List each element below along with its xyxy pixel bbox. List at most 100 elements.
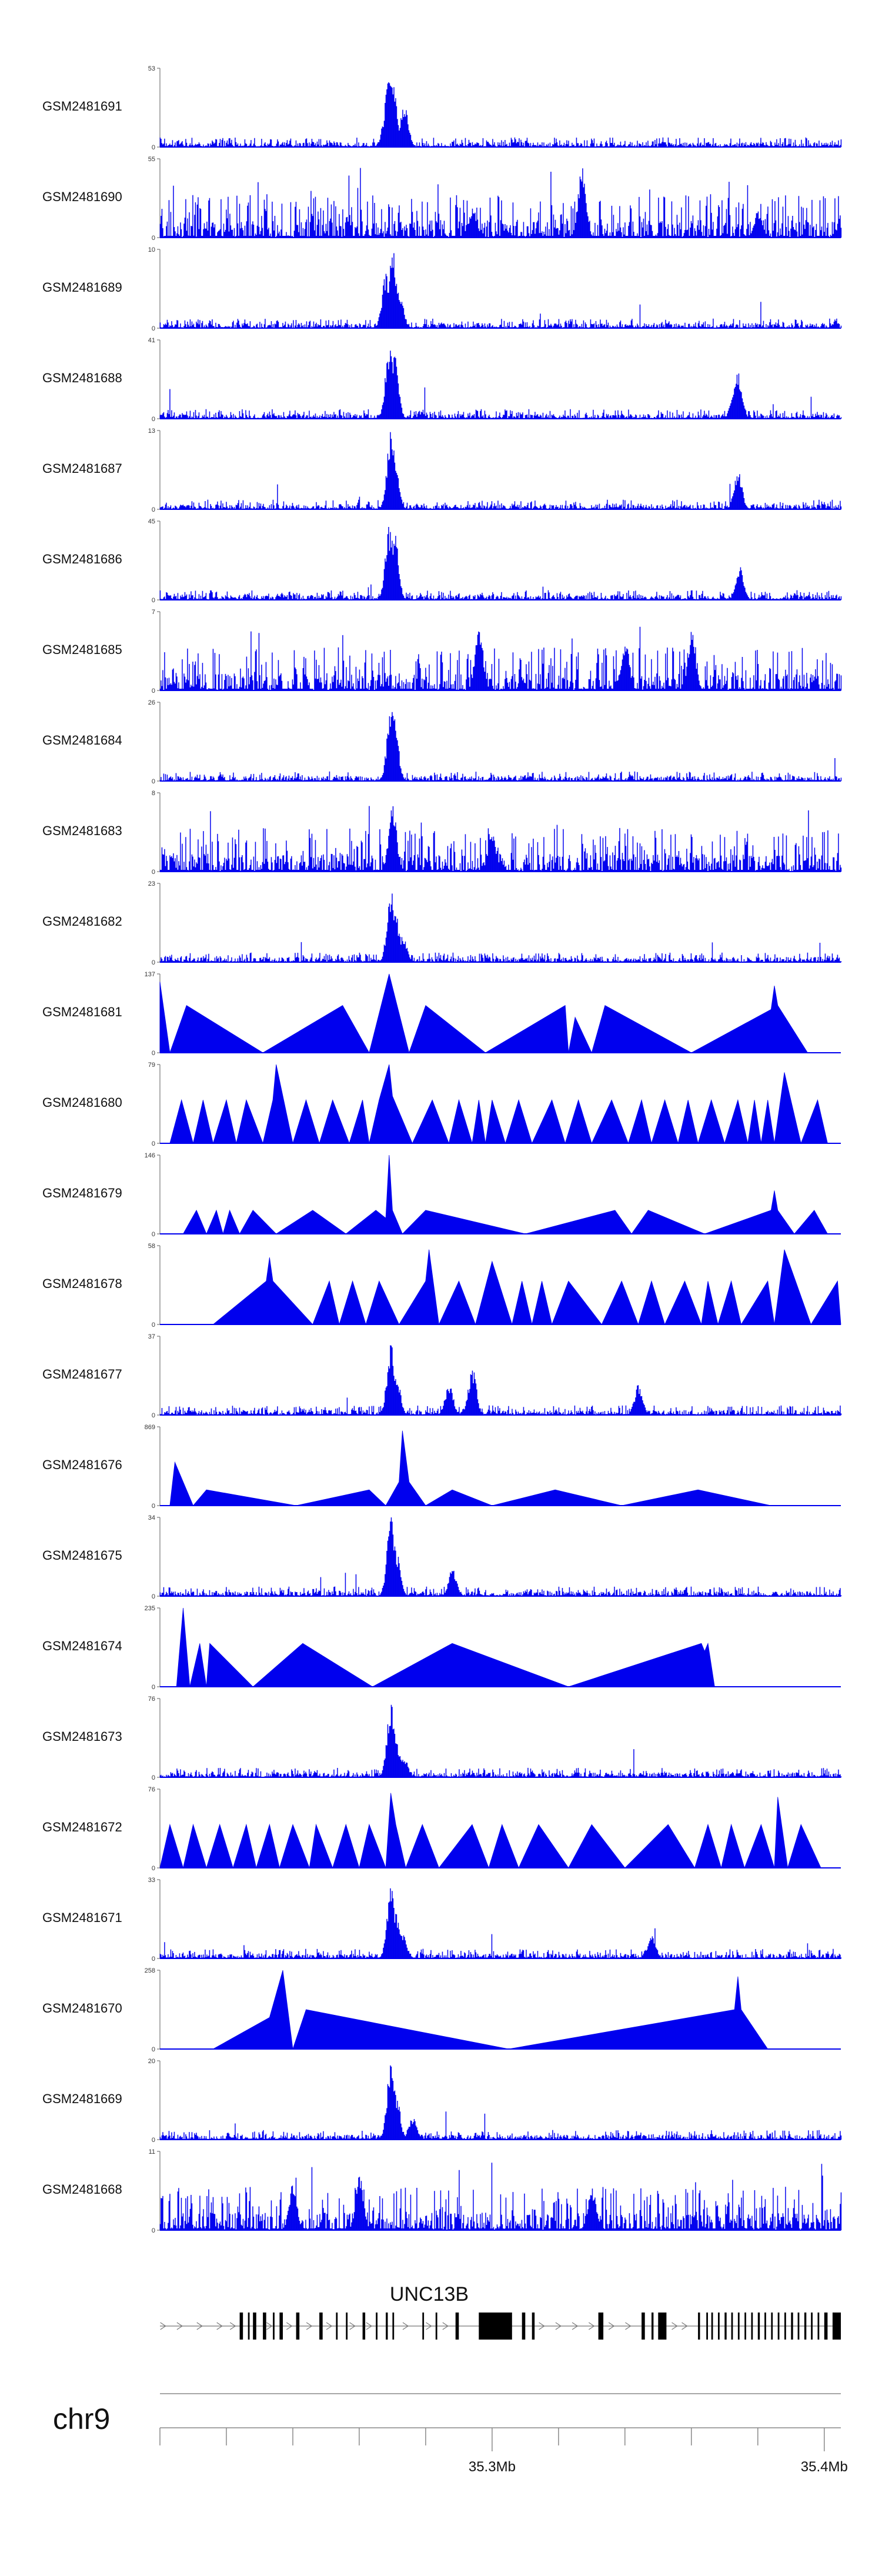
track-label: GSM2481668 [42, 2182, 122, 2197]
track-label: GSM2481691 [42, 99, 122, 114]
track-label: GSM2481688 [42, 371, 122, 385]
track-ymin-label: 0 [152, 506, 155, 513]
strand-chevron [229, 2322, 236, 2330]
gene-exon [706, 2313, 708, 2340]
track-signal-area [159, 1793, 821, 1869]
track-signal-area [169, 1430, 771, 1506]
track-ymin-label: 0 [152, 1956, 155, 1963]
track-ymax-label: 55 [148, 156, 155, 163]
track-signal-area [159, 1704, 842, 1778]
gene-exon [811, 2313, 813, 2340]
gene-exon [253, 2313, 256, 2340]
track-ymax-label: 7 [152, 609, 155, 616]
gene-exon [319, 2313, 323, 2340]
track-ymin-label: 0 [152, 325, 155, 332]
track-GSM2481677: GSM2481677 37 0 [42, 1333, 842, 1419]
track-label: GSM2481676 [42, 1457, 122, 1472]
strand-chevron [326, 2322, 333, 2330]
track-GSM2481685: GSM2481685 7 0 [42, 609, 842, 695]
track-label: GSM2481677 [42, 1367, 122, 1382]
track-ymax-label: 258 [145, 1967, 155, 1974]
gene-exon [777, 2313, 780, 2340]
strand-chevron [306, 2322, 313, 2330]
track-ymax-label: 33 [148, 1877, 155, 1884]
gene-exon [435, 2313, 437, 2340]
track-signal-area [159, 1345, 842, 1416]
track-label: GSM2481675 [42, 1548, 122, 1563]
strand-chevron [366, 2322, 372, 2330]
track-ymax-label: 11 [149, 2148, 155, 2155]
track-label: GSM2481672 [42, 1820, 122, 1834]
track-ymin-label: 0 [152, 597, 155, 604]
gene-exon [239, 2313, 243, 2340]
gene-exon [718, 2313, 720, 2340]
track-label: GSM2481681 [42, 1005, 122, 1019]
axis-tick-label: 35.4Mb [801, 2459, 848, 2475]
track-ymax-label: 235 [145, 1605, 155, 1612]
strand-chevron [625, 2322, 632, 2330]
gene-exon [824, 2313, 828, 2340]
gene-exon [376, 2313, 377, 2340]
strand-chevron [442, 2322, 449, 2330]
strand-chevron [671, 2322, 678, 2330]
track-signal-area [159, 82, 842, 148]
track-ymin-label: 0 [152, 778, 155, 785]
strand-chevron [196, 2322, 203, 2330]
track-ymax-label: 34 [148, 1514, 155, 1521]
track-ymin-label: 0 [152, 1593, 155, 1600]
track-signal-area [212, 1249, 841, 1326]
track-signal-area [212, 1970, 769, 2050]
track-ymax-label: 8 [152, 790, 155, 797]
track-ymin-label: 0 [152, 1322, 155, 1329]
gene-exon [804, 2313, 807, 2340]
track-ymax-label: 37 [148, 1333, 155, 1340]
track-label: GSM2481682 [42, 914, 122, 929]
gene-exon [784, 2313, 786, 2340]
gene-exon [263, 2313, 266, 2340]
track-signal-area [182, 1154, 828, 1235]
strand-chevron [426, 2322, 432, 2330]
gene-exon [797, 2313, 800, 2340]
track-signal-area [159, 168, 842, 238]
track-ymax-label: 45 [148, 518, 155, 525]
gene-exon [336, 2313, 338, 2340]
track-signal-area [159, 527, 842, 600]
track-signal-area [159, 253, 842, 329]
track-GSM2481681: GSM2481681 137 0 [42, 971, 841, 1057]
gene-exon [273, 2313, 275, 2340]
strand-chevron [402, 2322, 409, 2330]
strand-chevron [589, 2322, 595, 2330]
track-GSM2481684: GSM2481684 26 0 [42, 699, 842, 785]
strand-chevron [555, 2322, 562, 2330]
track-signal-area [159, 712, 842, 782]
strand-chevron [286, 2322, 293, 2330]
gene-exon [346, 2313, 348, 2340]
gene-exon [817, 2313, 820, 2340]
chromosome-label: chr9 [53, 2403, 110, 2435]
gene-exon [479, 2313, 512, 2340]
track-ymin-label: 0 [152, 869, 155, 876]
track-GSM2481671: GSM2481671 33 0 [42, 1877, 842, 1963]
track-GSM2481690: GSM2481690 55 0 [42, 156, 842, 242]
gene-name-label: UNC13B [390, 2283, 469, 2305]
gene-exon [642, 2313, 645, 2340]
track-signal-area [159, 1888, 842, 1959]
track-ymin-label: 0 [152, 1503, 155, 1510]
track-ymin-label: 0 [152, 416, 155, 423]
track-label: GSM2481687 [42, 461, 122, 476]
track-label: GSM2481684 [42, 733, 122, 748]
track-ymin-label: 0 [152, 1050, 155, 1057]
genome-axis: chr9 35.3Mb 35.4Mb [53, 2393, 848, 2475]
track-GSM2481691: GSM2481691 53 0 [42, 65, 842, 151]
track-signal-area [159, 806, 842, 872]
track-GSM2481672: GSM2481672 76 0 [42, 1786, 841, 1872]
track-GSM2481673: GSM2481673 76 0 [42, 1696, 842, 1781]
gene-exon [598, 2313, 604, 2340]
track-ymax-label: 76 [148, 1786, 155, 1793]
track-ymax-label: 53 [148, 65, 155, 72]
track-GSM2481675: GSM2481675 34 0 [42, 1514, 842, 1600]
signal-tracks: GSM2481691530GSM2481690550GSM2481689100G… [42, 65, 842, 2234]
track-label: GSM2481690 [42, 189, 122, 204]
strand-chevron [539, 2322, 545, 2330]
